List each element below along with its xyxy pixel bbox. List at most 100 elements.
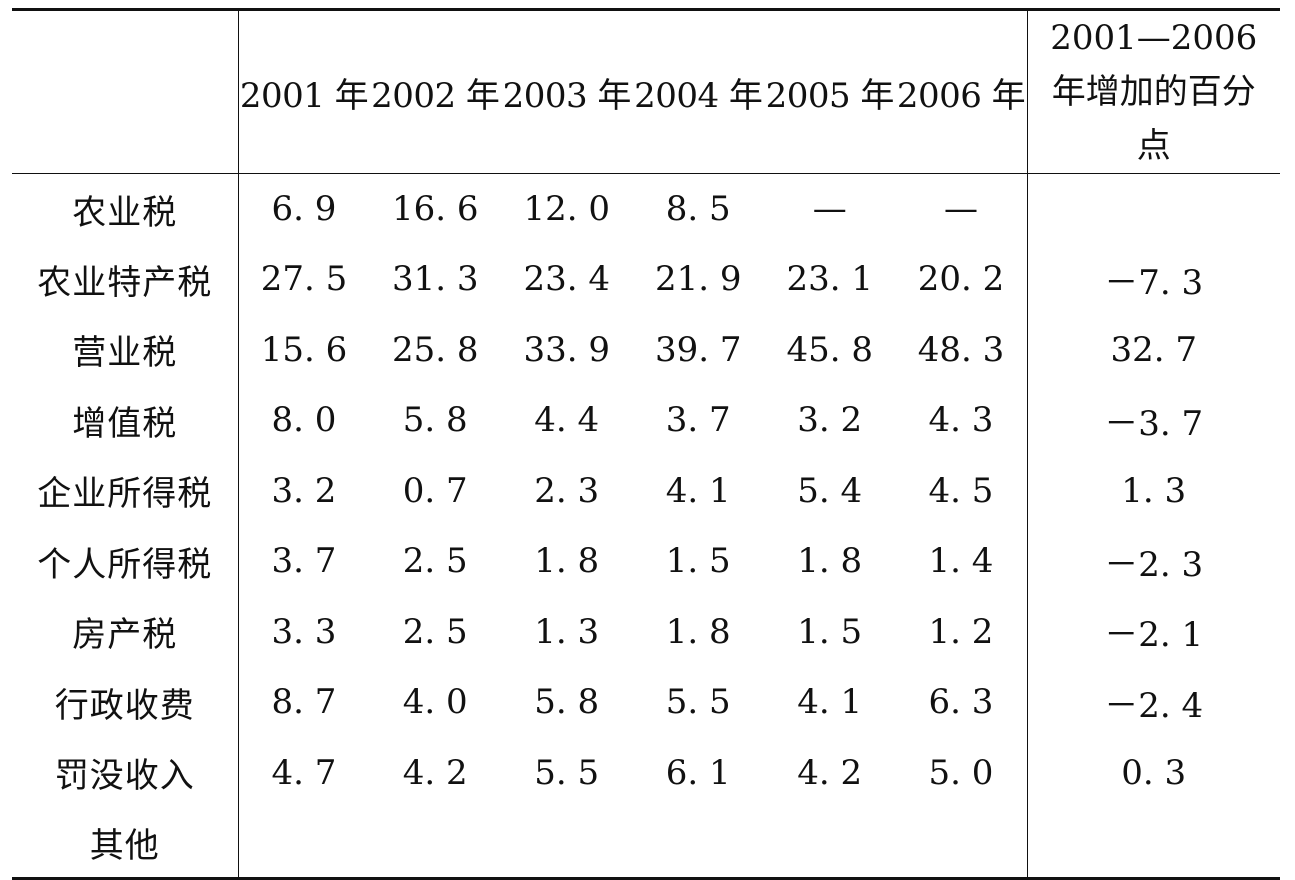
value-cell: [764, 808, 896, 879]
value-cell: 5. 5: [534, 752, 600, 793]
table-row: 房产税 3. 3 2. 5 1. 3 1. 8 1. 5 1. 2 －2. 1: [12, 596, 1280, 667]
value-cell: 5. 0: [928, 752, 994, 793]
value-cell: 5. 5: [665, 682, 731, 723]
value-cell: 4. 2: [402, 752, 468, 793]
value-cell: 1. 3: [534, 611, 600, 652]
value-cell: 16. 6: [391, 189, 479, 229]
value-cell: 12. 0: [523, 189, 610, 229]
change-cell: －2. 3: [1026, 526, 1280, 597]
row-label: 罚没收入: [12, 737, 239, 808]
value-cell: 31. 3: [391, 259, 479, 300]
value-cell: 5. 4: [797, 470, 863, 511]
value-cell: 23. 4: [523, 259, 610, 300]
header-year-2006: 2006 年: [896, 75, 1026, 116]
value-cell: 8. 7: [271, 682, 337, 723]
value-cell: 4. 7: [271, 752, 337, 793]
header-year-2001: 2001 年: [239, 75, 369, 116]
value-cell: 20. 2: [917, 259, 1005, 300]
value-cell: 1. 5: [665, 541, 731, 582]
value-cell: 3. 7: [271, 541, 337, 582]
change-cell: －3. 7: [1026, 385, 1280, 456]
value-cell: 25. 8: [391, 329, 479, 370]
value-cell: 1. 8: [665, 611, 731, 652]
value-cell: [501, 808, 633, 879]
value-cell: 1. 5: [797, 611, 863, 652]
value-cell: 1. 8: [797, 541, 863, 582]
change-cell: －7. 3: [1026, 244, 1280, 315]
row-label: 企业所得税: [12, 455, 239, 526]
value-cell: 33. 9: [523, 329, 610, 370]
table-row: 农业特产税 27. 5 31. 3 23. 4 21. 9 23. 1 20. 2 －7. 3: [12, 244, 1280, 315]
value-cell: 6. 1: [665, 752, 731, 793]
change-cell: 1. 3: [1026, 455, 1280, 526]
change-cell: 0. 3: [1026, 737, 1280, 808]
value-cell: 1. 4: [928, 541, 994, 582]
table-row: 其他: [12, 808, 1280, 879]
value-cell: 4. 4: [534, 400, 600, 441]
value-cell: 45. 8: [786, 329, 873, 370]
value-cell: 4. 5: [928, 470, 994, 511]
header-change-column: 2001—2006 年增加的百分点: [1026, 9, 1280, 174]
value-cell: 1. 2: [928, 611, 994, 652]
value-cell: 23. 1: [786, 259, 873, 300]
value-cell: 3. 2: [271, 470, 337, 511]
value-cell: 2. 5: [402, 541, 468, 582]
table-header-row: 2001 年 2002 年 2003 年 2004 年 2005 年 2006 …: [12, 9, 1280, 174]
value-cell: 39. 7: [654, 329, 742, 370]
value-cell: [238, 808, 370, 879]
value-cell: 2. 5: [402, 611, 468, 652]
value-cell: 1. 8: [534, 541, 600, 582]
value-cell: [896, 808, 1028, 879]
header-corner-cell: [12, 9, 239, 174]
value-cell: [370, 808, 502, 879]
table-row: 行政收费 8. 7 4. 0 5. 8 5. 5 4. 1 6. 3 －2. 4: [12, 667, 1280, 738]
row-label: 房产税: [12, 596, 239, 667]
table-row: 罚没收入 4. 7 4. 2 5. 5 6. 1 4. 2 5. 0 0. 3: [12, 737, 1280, 808]
value-cell: 6. 3: [928, 682, 994, 723]
value-cell: 5. 8: [534, 682, 600, 723]
header-year-2002: 2002 年: [371, 75, 500, 116]
value-cell: 4. 0: [402, 682, 468, 723]
tax-table-container: 2001 年 2002 年 2003 年 2004 年 2005 年 2006 …: [12, 8, 1280, 880]
value-cell: 2. 3: [534, 470, 600, 511]
row-label: 营业税: [12, 314, 239, 385]
tax-structure-table: 2001 年 2002 年 2003 年 2004 年 2005 年 2006 …: [12, 8, 1280, 880]
value-cell: 3. 7: [665, 400, 731, 441]
value-cell: 6. 9: [271, 189, 337, 229]
row-label: 农业特产税: [12, 244, 239, 315]
value-cell: 4. 2: [797, 752, 863, 793]
value-cell: 27. 5: [260, 259, 348, 300]
change-cell: 32. 7: [1026, 314, 1280, 385]
value-cell: —: [944, 189, 978, 229]
value-cell: 8. 5: [665, 189, 731, 229]
row-label: 农业税: [12, 173, 239, 244]
table-row: 个人所得税 3. 7 2. 5 1. 8 1. 5 1. 8 1. 4 －2. 3: [12, 526, 1280, 597]
table-row: 营业税 15. 6 25. 8 33. 9 39. 7 45. 8 48. 3 32. 7: [12, 314, 1280, 385]
value-cell: 4. 3: [928, 400, 994, 441]
value-cell: 4. 1: [665, 470, 731, 511]
value-cell: 15. 6: [260, 329, 348, 370]
value-cell: 4. 1: [797, 682, 863, 723]
header-year-2004: 2004 年: [634, 75, 763, 116]
value-cell: 5. 8: [402, 400, 468, 441]
header-year-2003: 2003 年: [502, 75, 632, 116]
change-cell: －2. 1: [1026, 596, 1280, 667]
header-year-2005: 2005 年: [765, 75, 895, 116]
change-cell: [1026, 173, 1280, 244]
value-cell: 3. 3: [271, 611, 337, 652]
table-row: 企业所得税 3. 2 0. 7 2. 3 4. 1 5. 4 4. 5 1. 3: [12, 455, 1280, 526]
table-row: 增值税 8. 0 5. 8 4. 4 3. 7 3. 2 4. 3 －3. 7: [12, 385, 1280, 456]
value-cell: 21. 9: [654, 259, 742, 300]
change-cell: －2. 4: [1026, 667, 1280, 738]
table-body: 农业税 6. 9 16. 6 12. 0 8. 5 — — 农业特产税 27. 5 31. 3 23…: [12, 173, 1280, 879]
table-row: 农业税 6. 9 16. 6 12. 0 8. 5 — —: [12, 173, 1280, 244]
row-label: 增值税: [12, 385, 239, 456]
value-cell: [633, 808, 765, 879]
value-cell: 0. 7: [402, 470, 468, 511]
row-label: 个人所得税: [12, 526, 239, 597]
value-cell: 3. 2: [797, 400, 863, 441]
value-cell: 8. 0: [271, 400, 337, 441]
change-cell: [1026, 808, 1280, 879]
row-label: 其他: [12, 808, 239, 879]
value-cell: 48. 3: [917, 329, 1005, 370]
